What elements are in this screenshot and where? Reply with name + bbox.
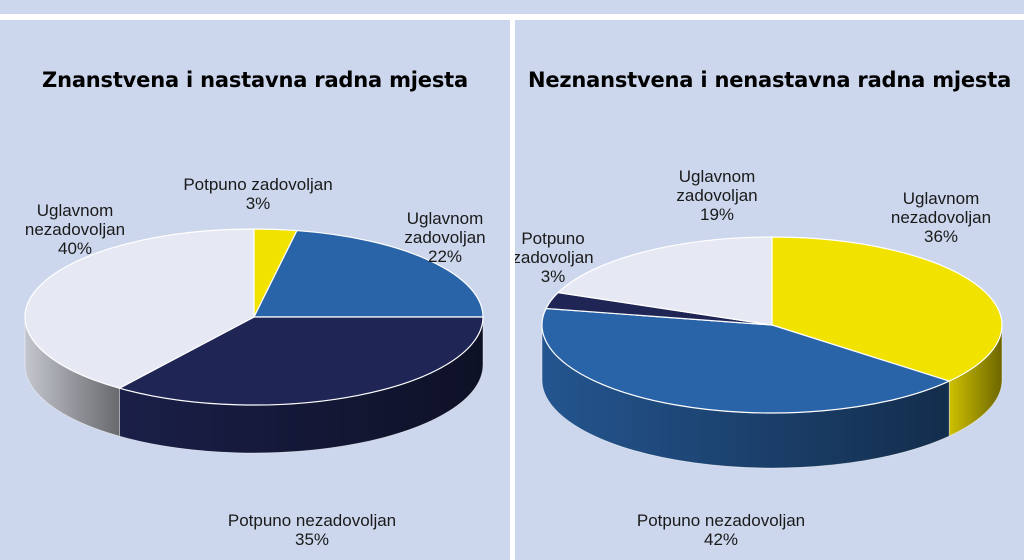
chart-title: Neznanstvena i nenastavna radna mjesta [527, 68, 1012, 92]
pie-slice [771, 236, 1003, 382]
pie-slice [253, 229, 484, 318]
pie-slice [541, 307, 951, 414]
pie-chart-right: Uglavnom nezadovoljan 36% Potpuno nezadovol… [515, 167, 1003, 549]
slice-label: Uglavnom nezadovoljan 36% [891, 189, 991, 246]
pie-slice [24, 228, 255, 389]
pie-chart-left: Potpuno zadovoljan 3% Uglavnom zadovoljan 22… [24, 175, 486, 549]
slice-label: Potpuno nezadovoljan 35% [228, 511, 396, 549]
chart-title: Znanstvena i nastavna radna mjesta [42, 68, 468, 92]
slice-label: Potpuno zadovoljan 3% [183, 175, 332, 213]
pie-slice [117, 316, 484, 406]
slice-label: Uglavnom zadovoljan 19% [676, 167, 757, 224]
slice-label: Uglavnom zadovoljan 22% [404, 209, 485, 266]
slice-label: Uglavnom nezadovoljan 40% [25, 201, 125, 258]
slice-label: Potpuno zadovoljan 3% [515, 229, 594, 286]
chart-panel-left: Znanstvena i nastavna radna mjesta Potpu… [0, 20, 510, 560]
slice-label: Potpuno nezadovoljan 42% [637, 511, 805, 549]
pie-slice [556, 236, 773, 326]
pie-top [24, 228, 484, 406]
chart-panel-right: Neznanstvena i nenastavna radna mjesta U… [515, 20, 1024, 560]
top-bar [0, 0, 1024, 14]
pie-top [541, 236, 1003, 414]
